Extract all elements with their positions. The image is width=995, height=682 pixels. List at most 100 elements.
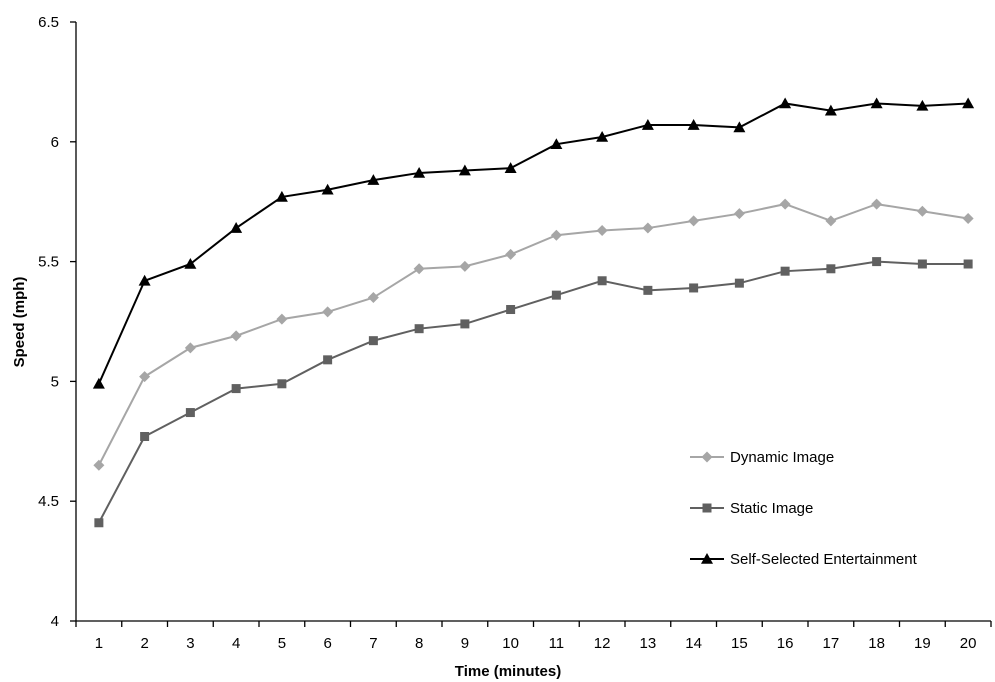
data-point [734, 278, 744, 288]
x-tick-label: 18 [868, 635, 885, 652]
legend: Dynamic Image Static Image Self-Selected E… [690, 449, 918, 568]
axes: 44.555.566.51 2 3 4 5 6 7 8 9 10 11 12 13 14 15 16 17 18 1… [38, 14, 992, 652]
data-point [962, 97, 975, 109]
legend-item: Static Image [690, 500, 813, 517]
legend-label: Self-Selected Entertainment [730, 551, 918, 568]
data-point [916, 205, 928, 217]
series-self-selected-entertainment [92, 97, 975, 389]
data-point [93, 459, 105, 471]
data-point [733, 208, 745, 220]
x-tick-label: 15 [731, 635, 748, 652]
data-point [871, 198, 883, 210]
data-point [550, 229, 562, 241]
x-tick-label: 8 [415, 635, 423, 652]
data-point [413, 166, 426, 178]
data-point [230, 330, 242, 342]
data-point [872, 257, 882, 267]
x-tick-label: 19 [914, 635, 931, 652]
series-line [97, 260, 969, 524]
series-static-image [94, 257, 973, 528]
x-tick-label: 20 [960, 635, 977, 652]
data-point [826, 264, 836, 274]
data-point [184, 342, 196, 354]
data-point [870, 97, 883, 109]
x-tick-label: 11 [549, 635, 565, 652]
x-tick-label: 13 [640, 635, 657, 652]
y-tick-label: 4 [51, 613, 59, 630]
data-point [323, 355, 333, 365]
legend-label: Static Image [730, 500, 813, 517]
legend-item: Self-Selected Entertainment [690, 551, 918, 568]
data-point [824, 104, 837, 116]
legend-label: Dynamic Image [730, 449, 834, 466]
data-point [230, 222, 243, 233]
series-layer [92, 97, 975, 528]
data-point [140, 432, 150, 442]
data-point [687, 119, 700, 130]
x-tick-label: 4 [232, 635, 240, 652]
data-point [780, 266, 790, 276]
data-point [92, 377, 105, 389]
x-tick-label: 16 [777, 635, 794, 652]
data-point [231, 384, 241, 394]
x-tick-label: 5 [278, 635, 286, 652]
x-tick-label: 14 [685, 635, 702, 652]
series-line [97, 203, 969, 466]
y-tick-label: 5.5 [38, 254, 59, 271]
data-point [916, 99, 929, 111]
data-point [551, 290, 561, 300]
data-point [689, 283, 699, 293]
series-line [97, 102, 969, 385]
y-axis-title: Speed (mph) [11, 277, 28, 368]
data-point [185, 408, 195, 418]
data-point [733, 121, 746, 133]
data-point [276, 313, 288, 325]
data-point [460, 319, 470, 329]
data-point [779, 198, 791, 210]
legend-marker [702, 503, 712, 513]
data-point [138, 274, 151, 286]
x-tick-label: 3 [186, 635, 194, 652]
data-point [368, 336, 378, 346]
x-axis-title: Time (minutes) [455, 663, 561, 680]
data-point [597, 276, 607, 286]
data-point [504, 162, 517, 173]
x-tick-label: 10 [502, 635, 519, 652]
data-point [275, 190, 288, 202]
y-tick-label: 6 [51, 134, 59, 151]
y-tick-label: 6.5 [38, 14, 59, 31]
x-tick-label: 7 [369, 635, 377, 652]
data-point [779, 97, 792, 109]
data-point [184, 257, 197, 269]
x-tick-label: 17 [823, 635, 840, 652]
legend-marker [701, 451, 713, 463]
data-point [277, 379, 287, 389]
y-tick-label: 4.5 [38, 493, 59, 510]
data-point [94, 518, 104, 528]
data-point [505, 248, 517, 260]
data-point [367, 292, 379, 304]
data-point [413, 263, 425, 275]
data-point [596, 131, 609, 142]
y-tick-label: 5 [51, 373, 59, 390]
x-tick-label: 9 [461, 635, 469, 652]
data-point [963, 259, 973, 269]
data-point [825, 215, 837, 227]
data-point [688, 215, 700, 227]
data-point [596, 224, 608, 236]
data-point [962, 212, 974, 224]
data-point [458, 164, 471, 176]
x-tick-label: 2 [140, 635, 148, 652]
legend-item: Dynamic Image [690, 449, 834, 466]
x-tick-label: 1 [95, 635, 103, 652]
data-point [459, 260, 471, 272]
data-point [643, 285, 653, 295]
x-tick-label: 12 [594, 635, 611, 652]
data-point [414, 324, 424, 334]
series-dynamic-image [93, 198, 974, 471]
data-point [322, 306, 334, 318]
data-point [917, 259, 927, 269]
data-point [641, 119, 654, 130]
data-point [550, 138, 563, 149]
